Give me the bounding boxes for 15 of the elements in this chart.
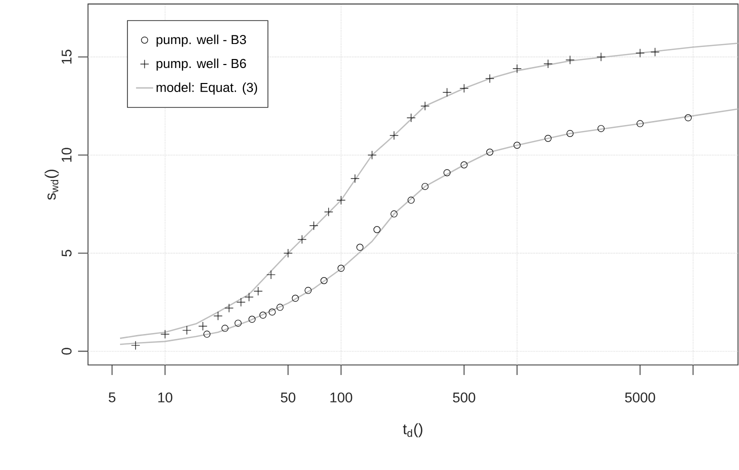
y-tick-label: 10 <box>62 148 72 162</box>
legend-label: pump. well - B3 <box>156 34 246 47</box>
x-tick-label: 100 <box>330 392 352 402</box>
x-tick-label: 5000 <box>625 392 656 402</box>
y-tick-label: 15 <box>62 50 72 64</box>
y-tick-label: 5 <box>62 250 72 256</box>
x-axis-title: t$_{d}$() <box>402 423 422 438</box>
y-axis-title: s$_{wd}$() <box>44 170 59 200</box>
x-tick-label: 500 <box>452 392 476 402</box>
x-tick-label: 50 <box>280 392 296 402</box>
legend-label: model: Equat. (3) <box>156 82 258 95</box>
x-tick-label: 5 <box>108 392 116 402</box>
legend-label: pump. well - B6 <box>156 58 246 71</box>
y-tick-label: 0 <box>62 348 72 355</box>
x-tick-label: 10 <box>158 392 172 402</box>
